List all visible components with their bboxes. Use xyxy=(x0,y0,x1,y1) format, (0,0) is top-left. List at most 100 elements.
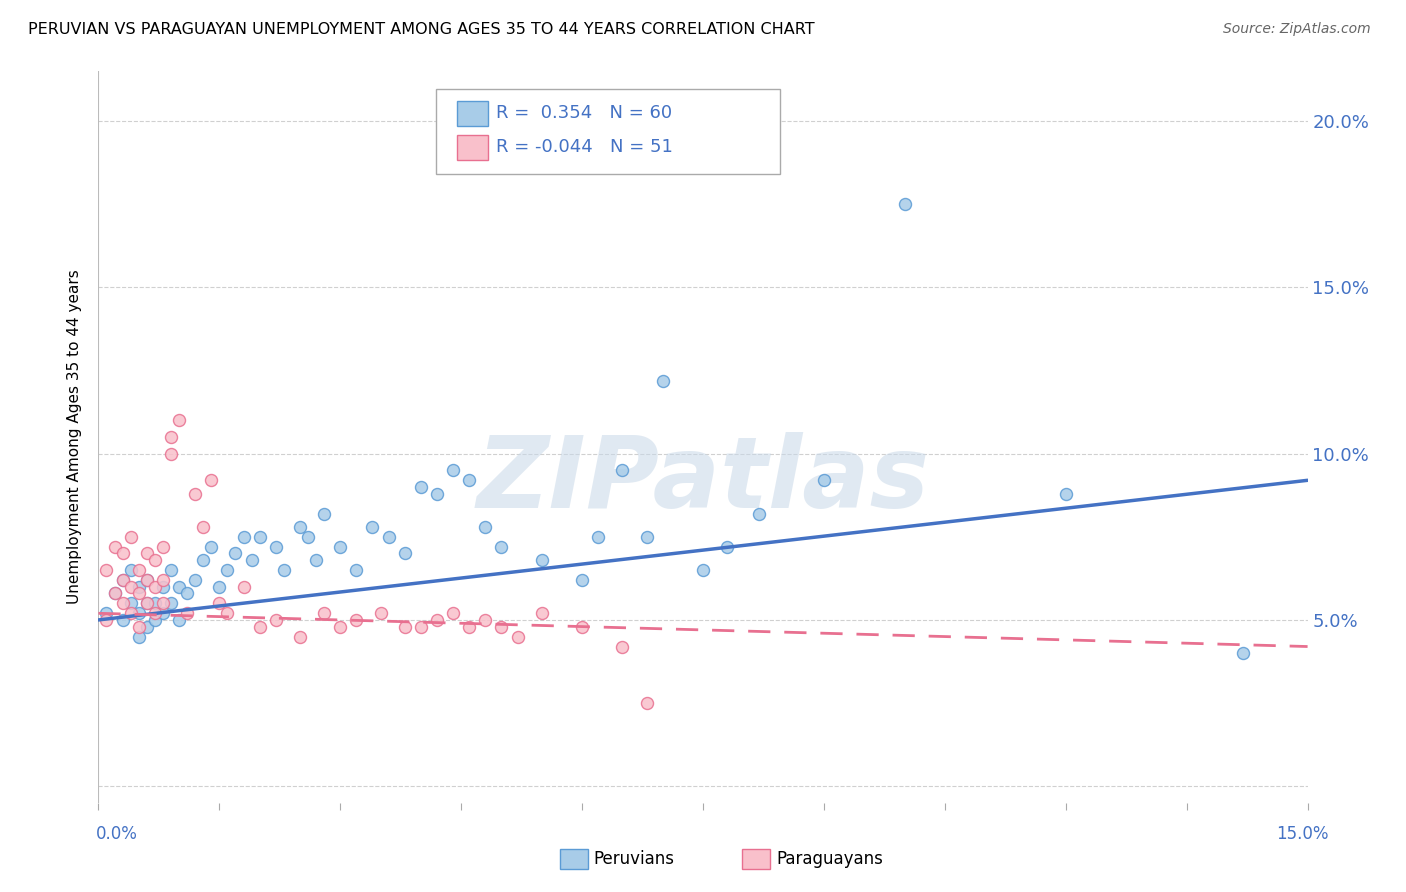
Point xyxy=(748,507,770,521)
Point xyxy=(143,613,166,627)
Point xyxy=(571,619,593,633)
Point xyxy=(96,613,118,627)
Point xyxy=(135,619,157,633)
Point xyxy=(135,546,157,560)
Text: Paraguayans: Paraguayans xyxy=(776,850,883,868)
Text: R =  0.354   N = 60: R = 0.354 N = 60 xyxy=(496,104,672,122)
Point xyxy=(474,520,496,534)
Point xyxy=(1232,646,1254,660)
Point xyxy=(193,520,215,534)
Point xyxy=(200,540,222,554)
Point xyxy=(103,540,125,554)
Point xyxy=(344,613,367,627)
Point xyxy=(120,607,142,621)
Point xyxy=(193,553,215,567)
Point xyxy=(128,607,150,621)
Point xyxy=(474,613,496,627)
Point xyxy=(167,413,190,427)
Point xyxy=(103,586,125,600)
Point xyxy=(184,573,207,587)
Text: 0.0%: 0.0% xyxy=(96,825,138,843)
Point xyxy=(111,573,134,587)
Point xyxy=(135,596,157,610)
Point xyxy=(409,480,432,494)
Point xyxy=(143,596,166,610)
Point xyxy=(273,563,295,577)
Point xyxy=(135,573,157,587)
Point xyxy=(96,563,118,577)
Point xyxy=(651,374,673,388)
Point xyxy=(370,607,392,621)
Point xyxy=(143,607,166,621)
Point xyxy=(143,580,166,594)
Point xyxy=(167,613,190,627)
Point xyxy=(813,473,835,487)
Point xyxy=(394,546,416,560)
Point xyxy=(305,553,328,567)
Point xyxy=(176,586,198,600)
Point xyxy=(160,447,183,461)
Point xyxy=(530,553,553,567)
Point xyxy=(636,530,658,544)
Point xyxy=(530,607,553,621)
Point xyxy=(249,530,271,544)
Point xyxy=(120,530,142,544)
Point xyxy=(160,596,183,610)
Point xyxy=(893,197,915,211)
Point xyxy=(491,619,513,633)
Point xyxy=(586,530,609,544)
Text: PERUVIAN VS PARAGUAYAN UNEMPLOYMENT AMONG AGES 35 TO 44 YEARS CORRELATION CHART: PERUVIAN VS PARAGUAYAN UNEMPLOYMENT AMON… xyxy=(28,22,814,37)
Point xyxy=(344,563,367,577)
Point xyxy=(128,619,150,633)
Point xyxy=(135,573,157,587)
Point xyxy=(288,520,311,534)
Point xyxy=(1054,486,1077,500)
Point xyxy=(160,430,183,444)
Point xyxy=(128,586,150,600)
Point xyxy=(200,473,222,487)
Point xyxy=(692,563,714,577)
Point xyxy=(506,630,529,644)
Point xyxy=(232,580,254,594)
Point xyxy=(176,607,198,621)
Point xyxy=(167,580,190,594)
Point xyxy=(441,463,464,477)
Point xyxy=(160,563,183,577)
Point xyxy=(264,613,287,627)
Text: R = -0.044   N = 51: R = -0.044 N = 51 xyxy=(496,138,673,156)
Point xyxy=(249,619,271,633)
Text: Source: ZipAtlas.com: Source: ZipAtlas.com xyxy=(1223,22,1371,37)
Point xyxy=(111,573,134,587)
Point xyxy=(361,520,384,534)
Point xyxy=(314,507,336,521)
Text: 15.0%: 15.0% xyxy=(1277,825,1329,843)
Point xyxy=(217,563,239,577)
Point xyxy=(208,580,231,594)
Point xyxy=(329,619,352,633)
Point xyxy=(314,607,336,621)
Point xyxy=(232,530,254,544)
Point xyxy=(152,607,174,621)
Point xyxy=(128,630,150,644)
Point xyxy=(96,607,118,621)
Point xyxy=(288,630,311,644)
Point xyxy=(143,553,166,567)
Point xyxy=(184,486,207,500)
Point xyxy=(111,596,134,610)
Point xyxy=(458,473,481,487)
Point xyxy=(264,540,287,554)
Point xyxy=(441,607,464,621)
Text: Peruvians: Peruvians xyxy=(593,850,675,868)
Point xyxy=(128,580,150,594)
Point xyxy=(152,540,174,554)
Point xyxy=(152,580,174,594)
Point xyxy=(128,563,150,577)
Point xyxy=(377,530,399,544)
Y-axis label: Unemployment Among Ages 35 to 44 years: Unemployment Among Ages 35 to 44 years xyxy=(67,269,83,605)
Point xyxy=(426,486,449,500)
Point xyxy=(135,596,157,610)
Point xyxy=(491,540,513,554)
Point xyxy=(409,619,432,633)
Point xyxy=(120,596,142,610)
Point xyxy=(208,596,231,610)
